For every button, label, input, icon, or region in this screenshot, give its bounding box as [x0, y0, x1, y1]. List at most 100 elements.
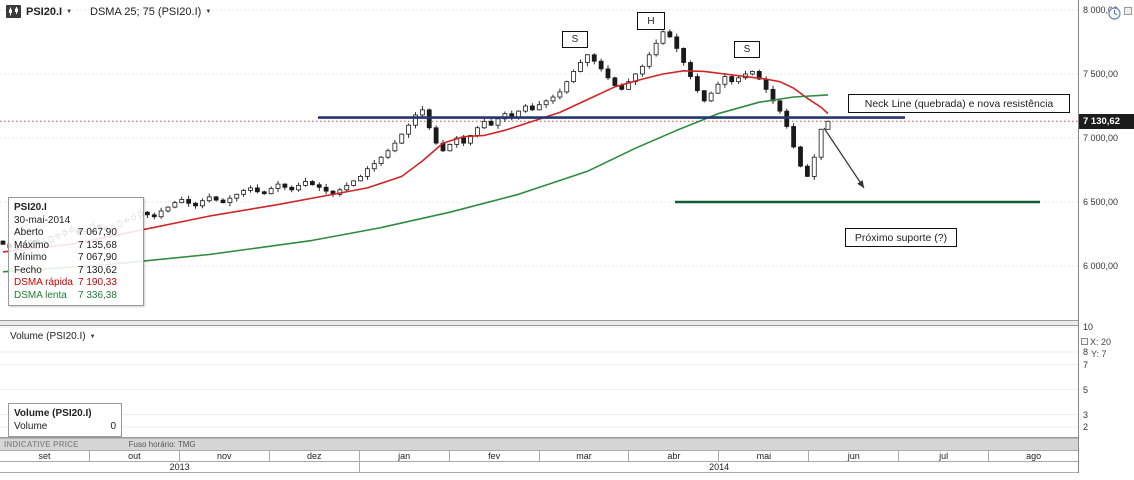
candle-body	[804, 165, 810, 177]
chevron-down-icon: ▼	[205, 8, 212, 15]
candle-body	[646, 54, 652, 67]
time-axis-years: 2013 2014	[0, 462, 1078, 473]
cursor-readout: X: 20 Y: 7	[1081, 336, 1111, 360]
candle-body	[708, 92, 714, 102]
tooltip-row: Fecho 7 130,62	[14, 264, 117, 276]
candle-body	[461, 137, 467, 144]
candle-body	[763, 78, 769, 90]
candle-body	[688, 62, 693, 77]
neck-line-annotation[interactable]: Neck Line (quebrada) e nova resistência	[848, 94, 1070, 113]
candle-body	[543, 100, 549, 106]
candle-body	[213, 196, 219, 201]
price-axis-label: 8 000,00	[1083, 5, 1119, 15]
candle-body	[364, 168, 370, 177]
candle-body	[309, 181, 315, 186]
indicator-selector[interactable]: DSMA 25; 75 (PSI20.I) ▼	[90, 6, 211, 18]
volume-legend-value: 0	[110, 421, 116, 432]
candle-body	[681, 48, 687, 63]
volume-axis-label: 10	[1083, 322, 1094, 332]
candle-body	[598, 60, 604, 70]
candle-body	[433, 127, 439, 144]
candle-body	[536, 104, 542, 111]
chevron-down-icon: ▼	[89, 333, 96, 340]
candle-body	[605, 68, 611, 79]
candle-body	[351, 180, 357, 186]
tooltip-row: Aberto 7 067,90	[14, 227, 117, 238]
candle-body	[612, 77, 618, 86]
candle-body	[392, 142, 398, 152]
candle-body	[756, 71, 762, 80]
tooltip-row: Máximo 7 135,68	[14, 239, 117, 251]
candle-body	[151, 214, 157, 218]
volume-legend-title: Volume (PSI20.I)	[14, 408, 92, 419]
month-label: jan	[358, 451, 449, 461]
volume-header-label: Volume (PSI20.I)	[10, 331, 86, 342]
candle-body	[825, 120, 831, 130]
month-label: set	[38, 451, 51, 461]
month-label: jun	[808, 451, 898, 461]
candle-body	[749, 71, 755, 75]
candle-body	[186, 199, 192, 204]
candle-body	[296, 184, 302, 191]
right-shoulder-label[interactable]: S	[734, 41, 760, 58]
candle-body	[474, 127, 480, 136]
candle-body	[413, 114, 418, 126]
candle-body	[419, 109, 425, 116]
tooltip-date: 30-mai-2014	[14, 215, 71, 226]
candle-body	[736, 77, 742, 83]
dsma-slow-line	[2, 94, 829, 273]
candle-body	[241, 190, 247, 195]
arrow-head	[857, 180, 864, 188]
candle-body	[729, 76, 735, 83]
price-panel-header: PSI20.I ▼ DSMA 25; 75 (PSI20.I) ▼	[6, 5, 211, 18]
candle-body	[495, 118, 501, 126]
price-axis[interactable]: 7 130,62 X: 20 Y: 7 8 000,00 7 500,00 7 00…	[1078, 0, 1134, 473]
price-axis-label: 7 000,00	[1083, 133, 1119, 143]
clock-icon[interactable]	[1108, 7, 1121, 22]
collapse-panel-icon[interactable]	[1124, 7, 1132, 15]
symbol-label: PSI20.I	[26, 5, 63, 18]
candle-body	[268, 188, 274, 195]
ohlc-tooltip: PSI20.I 30-mai-2014 Aberto 7 067,90 Máximo…	[8, 197, 144, 306]
cursor-y-value: Y: 7	[1091, 349, 1107, 359]
left-shoulder-label[interactable]: S	[562, 31, 588, 48]
candle-body	[653, 42, 659, 56]
candle-body	[358, 175, 363, 182]
cursor-x-value: X: 20	[1090, 337, 1112, 347]
candle-body	[571, 71, 577, 83]
tooltip-row: Mínimo 7 067,90	[14, 252, 117, 263]
candle-body	[798, 146, 803, 167]
year-label: 2014	[359, 462, 1078, 472]
head-label[interactable]: H	[637, 12, 665, 30]
status-bar: INDICATIVE PRICE Fuso horário: TMG	[0, 438, 1078, 450]
support-annotation[interactable]: Próximo suporte (?)	[845, 228, 957, 247]
candle-body	[791, 126, 797, 148]
candle-body	[323, 186, 329, 192]
volume-chart[interactable]	[0, 326, 1078, 437]
candle-body	[550, 96, 556, 102]
panel-divider[interactable]	[0, 320, 1078, 326]
price-axis-label: 6 000,00	[1083, 261, 1119, 271]
candle-body	[468, 135, 473, 144]
candle-body	[172, 202, 178, 208]
candle-body	[303, 181, 308, 186]
candle-body	[199, 200, 205, 207]
candle-body	[399, 133, 405, 144]
symbol-selector[interactable]: PSI20.I ▼	[26, 6, 72, 18]
candle-body	[591, 54, 597, 62]
candle-body	[193, 202, 198, 207]
volume-axis-label: 3	[1083, 409, 1089, 420]
time-axis-months[interactable]: set out nov dez jan fev mar abr mai jun jul ago	[0, 450, 1078, 462]
candle-body	[344, 184, 350, 191]
candle-body	[248, 187, 253, 191]
candle-body	[406, 124, 412, 135]
price-chart[interactable]	[0, 0, 1078, 320]
month-label: mai	[718, 451, 808, 461]
candle-body	[626, 81, 632, 90]
candle-body	[227, 197, 233, 204]
tooltip-symbol: PSI20.I	[14, 202, 47, 213]
candle-body	[660, 31, 666, 44]
volume-selector[interactable]: Volume (PSI20.I) ▼	[10, 331, 96, 342]
arrow-drawing[interactable]	[823, 127, 865, 189]
